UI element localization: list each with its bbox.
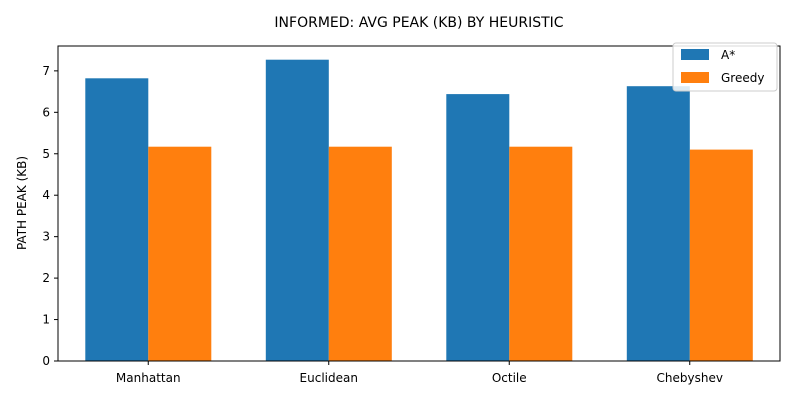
plot-frame <box>57 45 781 362</box>
y-tick-label: 3 <box>42 230 50 244</box>
y-ticks-group: 0 1 2 3 4 5 6 7 <box>42 64 58 368</box>
bar-a-manhattan <box>85 78 149 362</box>
legend-swatch-astar <box>681 49 709 60</box>
chart-title: INFORMED: AVG PEAK (KB) BY HEURISTIC <box>274 15 563 31</box>
bar-a-octile <box>446 94 510 361</box>
y-tick-label: 5 <box>42 147 50 161</box>
y-tick-label: 1 <box>42 313 50 327</box>
bar-a-chebyshev <box>626 86 690 361</box>
bar-greedy-manhattan <box>148 146 212 361</box>
x-ticks-group: Manhattan Euclidean Octile Chebyshev <box>116 361 723 385</box>
bar-greedy-chebyshev <box>689 149 753 361</box>
y-tick-label: 6 <box>42 105 50 119</box>
x-tick-label-manhattan: Manhattan <box>116 371 181 385</box>
x-tick-label-chebyshev: Chebyshev <box>657 371 723 385</box>
bar-greedy-euclidean <box>328 146 392 361</box>
bars-group <box>85 59 753 362</box>
y-tick-label: 0 <box>42 354 50 368</box>
y-tick-label: 2 <box>42 271 50 285</box>
bar-greedy-octile <box>509 146 573 361</box>
y-tick-label: 4 <box>42 188 50 202</box>
legend-label-astar: A* <box>721 48 735 62</box>
y-axis-label: PATH PEAK (KB) <box>15 156 29 250</box>
x-tick-label-euclidean: Euclidean <box>300 371 358 385</box>
legend: A* Greedy <box>672 42 778 92</box>
legend-label-greedy: Greedy <box>721 71 764 85</box>
y-tick-label: 7 <box>42 64 50 78</box>
x-tick-label-octile: Octile <box>492 371 527 385</box>
legend-swatch-greedy <box>681 72 709 83</box>
bar-a-euclidean <box>265 59 329 361</box>
